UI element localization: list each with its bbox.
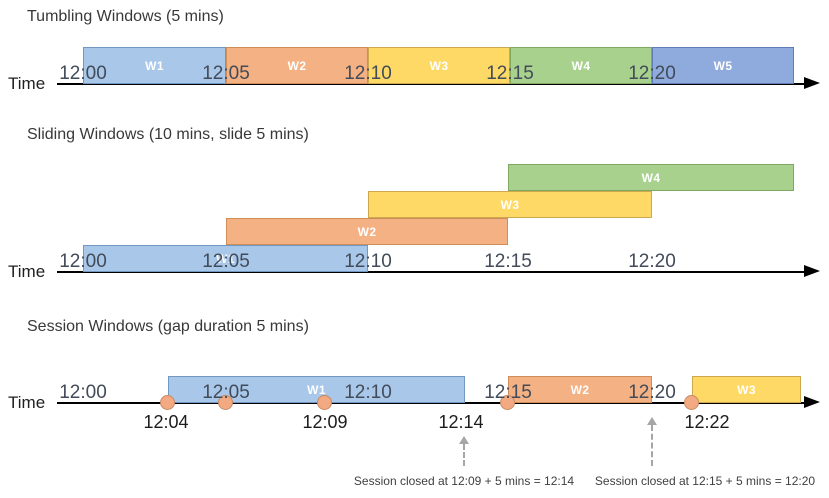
tumbling-section-title: Tumbling Windows (5 mins) [27, 8, 224, 25]
dashed-up-arrow-head-icon [647, 417, 657, 425]
sliding-time-axis-caption: Time [8, 262, 46, 281]
dashed-up-arrow-line [463, 444, 465, 466]
session-closed-annotation: Session closed at 12:15 + 5 mins = 12:20 [594, 474, 816, 488]
event-dot [218, 395, 233, 410]
dashed-up-arrow-head-icon [459, 436, 469, 444]
event-time-label: 12:09 [302, 412, 348, 432]
axis-tick-label: 12:00 [59, 63, 107, 84]
event-dot [684, 395, 699, 410]
event-time-label: 12:14 [438, 412, 484, 432]
sliding-window-w2: W2 [226, 218, 508, 245]
axis-tick-label: 12:00 [59, 382, 107, 403]
sliding-section-title: Sliding Windows (10 mins, slide 5 mins) [27, 126, 309, 143]
tumbling-window-w2: W2 [226, 47, 368, 84]
tumbling-time-axis-line [57, 83, 806, 85]
event-time-label: 12:04 [143, 412, 189, 432]
axis-tick-label: 12:15 [484, 382, 532, 403]
window-label: W3 [429, 58, 449, 73]
session-window-w3: W3 [692, 376, 801, 403]
axis-tick-label: 12:05 [202, 382, 250, 403]
window-label: W5 [713, 58, 733, 73]
event-dot [160, 395, 175, 410]
event-dot [500, 395, 515, 410]
sliding-window-w4: W4 [508, 164, 794, 191]
event-dot [317, 395, 332, 410]
axis-tick-label: 12:20 [628, 251, 676, 272]
axis-tick-label: 12:10 [344, 251, 392, 272]
dashed-up-arrow-line [651, 425, 653, 466]
window-label: W3 [737, 382, 756, 397]
session-closed-annotation: Session closed at 12:09 + 5 mins = 12:14 [353, 474, 575, 488]
window-label: W2 [287, 58, 307, 73]
axis-tick-label: 12:20 [628, 382, 676, 403]
window-label: W4 [641, 170, 661, 185]
window-label: W4 [571, 58, 591, 73]
session-window-w1: W1 [168, 376, 465, 403]
tumbling-window-w5: W5 [652, 47, 794, 84]
session-time-axis-arrowhead-icon [804, 396, 820, 408]
axis-tick-label: 12:10 [344, 63, 392, 84]
sliding-window-w1: W1 [83, 245, 368, 272]
tumbling-window-w3: W3 [368, 47, 510, 84]
tumbling-time-axis-arrowhead-icon [804, 77, 820, 89]
session-section-title: Session Windows (gap duration 5 mins) [27, 318, 309, 335]
session-window-w2: W2 [508, 376, 652, 403]
tumbling-time-axis-caption: Time [8, 74, 46, 93]
tumbling-window-w4: W4 [510, 47, 652, 84]
window-label: W1 [216, 251, 235, 266]
axis-tick-label: 12:15 [486, 63, 534, 84]
axis-tick-label: 12:05 [202, 63, 250, 84]
event-time-label: 12:22 [684, 412, 730, 432]
axis-tick-label: 12:05 [202, 251, 250, 272]
sliding-window-w3: W3 [368, 191, 652, 218]
window-label: W2 [570, 382, 590, 397]
axis-tick-label: 12:00 [59, 251, 107, 272]
axis-tick-label: 12:10 [344, 382, 392, 403]
tumbling-window-w1: W1 [83, 47, 226, 84]
window-label: W1 [307, 382, 326, 397]
axis-tick-label: 12:20 [628, 63, 676, 84]
session-time-axis-line [57, 402, 806, 404]
sliding-time-axis-line [57, 271, 806, 273]
axis-tick-label: 12:15 [484, 251, 532, 272]
window-label: W3 [500, 197, 520, 212]
sliding-time-axis-arrowhead-icon [804, 265, 820, 277]
window-label: W2 [357, 224, 377, 239]
session-time-axis-caption: Time [8, 393, 46, 412]
window-label: W1 [145, 58, 164, 73]
